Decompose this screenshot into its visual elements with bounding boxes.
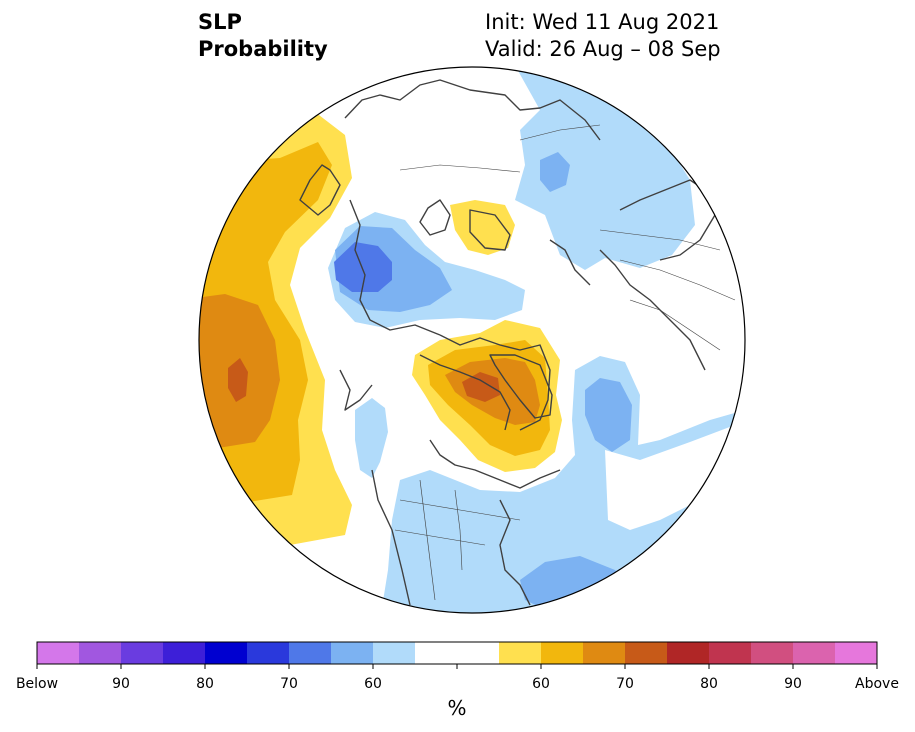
colorbar-cell (751, 642, 794, 664)
colorbar-tick-label: Above (855, 676, 899, 692)
colorbar-cell (247, 642, 290, 664)
colorbar-cell (625, 642, 668, 664)
colorbar-unit: % (447, 696, 466, 720)
greenland-above-peak (462, 372, 500, 402)
colorbar-tick-label: Below (16, 676, 58, 692)
colorbar-tick-label: 70 (280, 676, 298, 692)
colorbar-cell (37, 642, 80, 664)
eurasia-below-mid (540, 152, 570, 192)
colorbar-cell (121, 642, 164, 664)
colorbar-cell (583, 642, 626, 664)
colorbar-tick-label: 90 (784, 676, 802, 692)
atlantic-white-gap (605, 425, 740, 530)
colorbar-tick-label: 90 (112, 676, 130, 692)
colorbar-tick-label: 70 (616, 676, 634, 692)
pacific-above-peak (228, 358, 248, 402)
colorbar-cell (709, 642, 752, 664)
colorbar-tick-label: 60 (532, 676, 550, 692)
colorbar-cell (415, 642, 458, 664)
colorbar-cell (373, 642, 416, 664)
colorbar-cell (79, 642, 122, 664)
colorbar-tick-label: 60 (364, 676, 382, 692)
coastlines (299, 79, 716, 606)
title-line-probability: Probability (198, 37, 328, 61)
borders (394, 124, 736, 601)
colorbar-cell (457, 642, 500, 664)
kara-above-light (450, 200, 515, 255)
colorbar-cell (331, 642, 374, 664)
colorbar-cell (205, 642, 248, 664)
map-title-variable: SLP Probability (198, 9, 328, 63)
colorbar-cell (163, 642, 206, 664)
alaska-below-light (355, 398, 388, 478)
colorbar-cell (289, 642, 332, 664)
polar-map (198, 66, 746, 614)
colorbar-cell (667, 642, 710, 664)
colorbar-cell (499, 642, 542, 664)
valid-range: Valid: 26 Aug – 08 Sep (485, 37, 721, 61)
map-boundary (198, 66, 746, 614)
colorbar-cell (541, 642, 584, 664)
siberia-below-high (334, 242, 392, 292)
colorbar-cell (835, 642, 878, 664)
colorbar-tick-label: 80 (196, 676, 214, 692)
colorbar-outline (36, 641, 878, 665)
title-line-slp: SLP (198, 10, 242, 34)
init-date: Init: Wed 11 Aug 2021 (485, 10, 720, 34)
map-title-dates: Init: Wed 11 Aug 2021 Valid: 26 Aug – 08… (485, 9, 721, 63)
colorbar-tick-label: 80 (700, 676, 718, 692)
atlantic-below-mid (585, 378, 632, 452)
colorbar-cell (793, 642, 836, 664)
